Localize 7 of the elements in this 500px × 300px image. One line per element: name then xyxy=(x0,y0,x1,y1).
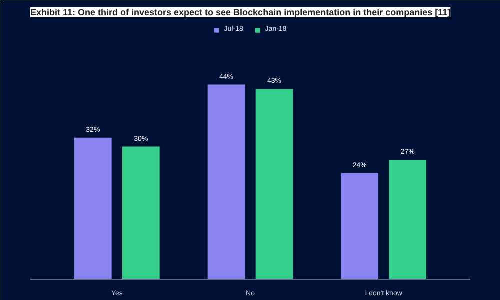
bar xyxy=(389,160,426,280)
bar xyxy=(208,84,246,280)
bar xyxy=(341,173,378,280)
bar xyxy=(74,138,112,280)
bar xyxy=(122,146,160,280)
chart-title: Exhibit 11: One third of investors expect to see Blockchain implementation in their companies [11] xyxy=(30,8,451,18)
bar xyxy=(256,89,294,280)
